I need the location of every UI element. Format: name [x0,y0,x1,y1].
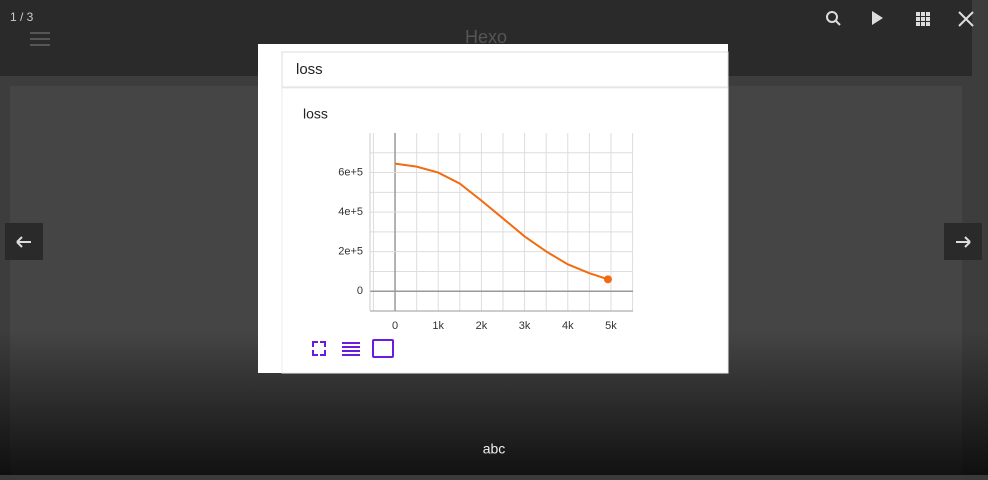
y-tick-label: 2e+5 [338,246,363,258]
caption: abc [483,441,506,457]
y-tick-label: 6e+5 [338,166,363,178]
card-header [281,51,729,88]
card-title: loss [296,61,323,78]
chart-tools [312,339,394,358]
log-scale-button[interactable] [342,342,360,356]
menu-icon [30,32,50,34]
x-tick-label: 1k [432,320,444,332]
plot: 0 1k 2k 3k 4k 5k 0 2e+5 4e+5 6e+5 [338,133,634,332]
last-point [603,275,612,284]
y-tick-label: 0 [357,285,363,297]
blog-title: Hexo [465,27,507,47]
x-tick-label: 4k [562,320,574,332]
fit-domain-button[interactable] [372,339,394,358]
prev-button[interactable] [5,223,43,260]
x-tick-label: 3k [519,320,531,332]
plot-area [370,133,633,311]
counter: 1 / 3 [10,10,34,24]
loss-line [394,162,609,281]
grid-button[interactable] [916,12,930,26]
play-button[interactable] [872,11,883,25]
chart-title: loss [303,106,328,122]
x-tick-label: 0 [392,320,398,332]
close-button[interactable] [958,11,974,27]
x-tick-label: 5k [605,320,617,332]
search-button[interactable] [826,11,841,26]
menu-icon [30,38,50,40]
fullscreen-button[interactable] [312,341,326,356]
menu-icon [30,44,50,46]
x-tick-label: 2k [476,320,488,332]
y-tick-label: 4e+5 [338,206,363,218]
next-button[interactable] [944,223,982,260]
